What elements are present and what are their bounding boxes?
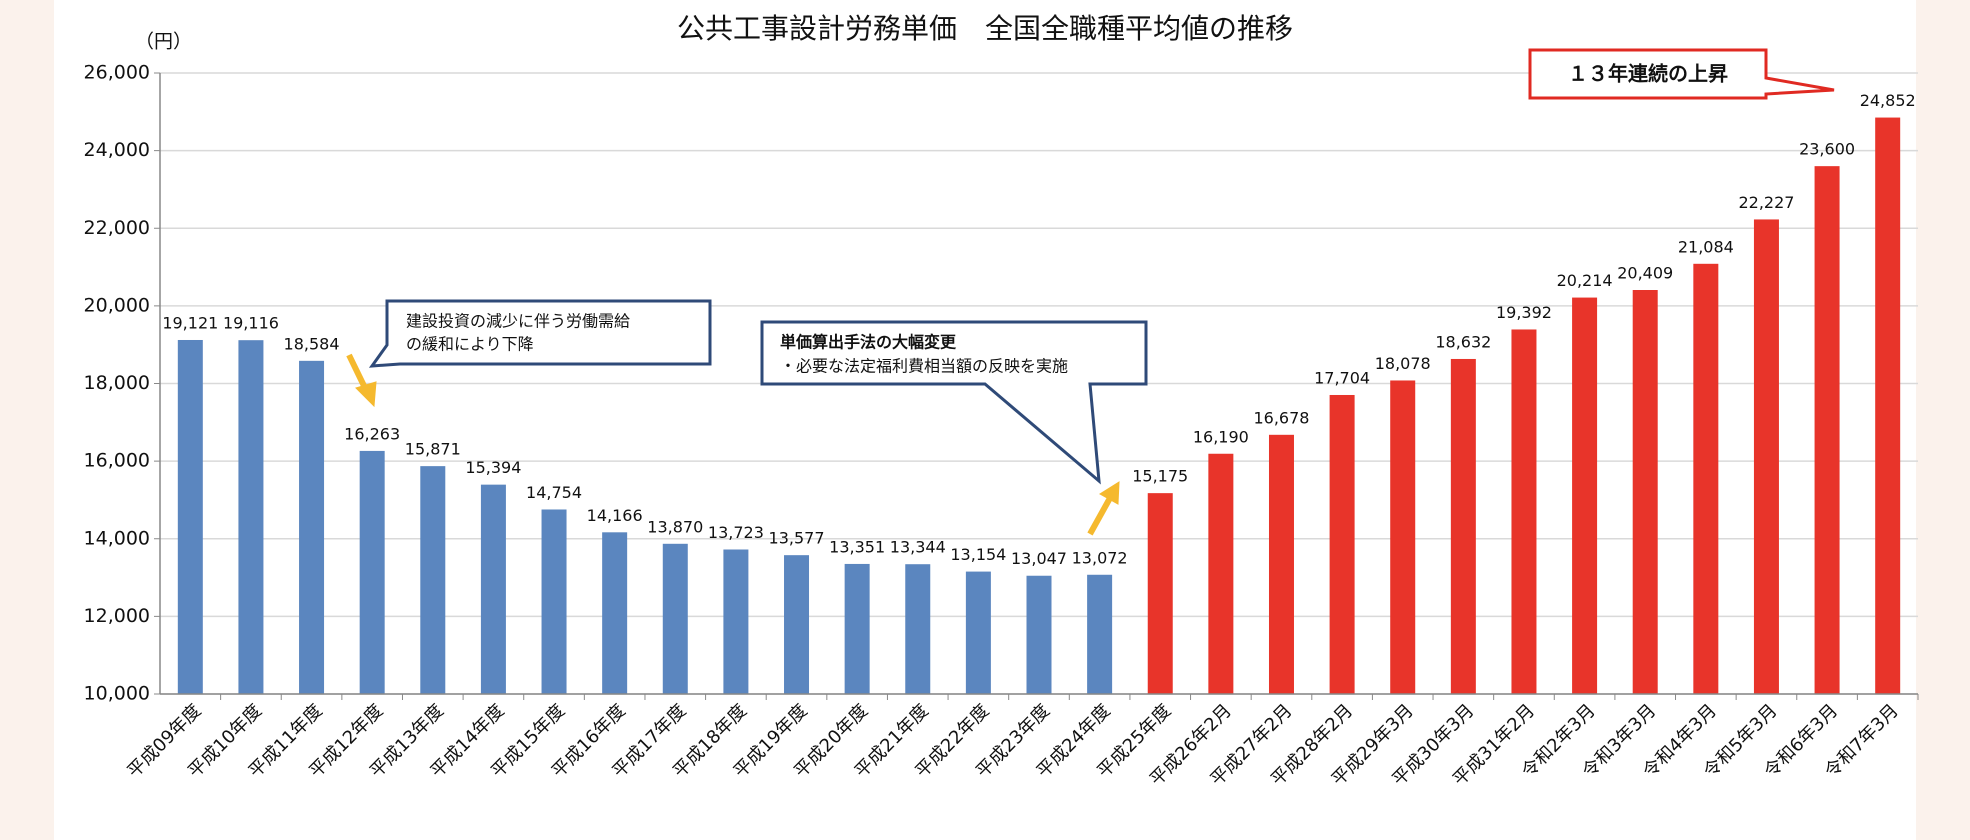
annotation-text: の緩和により下降: [406, 335, 534, 354]
arrow-head: [1099, 481, 1120, 505]
value-label: 14,166: [587, 506, 643, 525]
value-label: 18,632: [1435, 332, 1491, 351]
value-label: 18,078: [1375, 354, 1431, 373]
bar: [1450, 358, 1476, 694]
value-label: 16,190: [1193, 427, 1249, 446]
bar: [1390, 380, 1416, 694]
value-label: 13,870: [647, 517, 703, 536]
bar: [1147, 493, 1173, 694]
bar: [238, 340, 264, 694]
arrow: [346, 353, 369, 392]
value-label: 13,577: [769, 529, 825, 548]
value-label: 20,214: [1557, 271, 1613, 290]
value-label: 14,754: [526, 483, 582, 502]
value-label: 20,409: [1617, 264, 1673, 283]
y-tick-label: 18,000: [84, 372, 150, 394]
value-label: 13,047: [1011, 549, 1067, 568]
bar: [965, 571, 991, 694]
bar: [1268, 434, 1294, 694]
bar: [177, 339, 203, 694]
arrow: [1087, 496, 1113, 536]
bar: [1329, 394, 1355, 694]
callout-box: [760, 320, 1148, 485]
value-label: 17,704: [1314, 368, 1370, 387]
annotation-text: 単価算出手法の大幅変更: [780, 333, 957, 352]
y-tick-label: 26,000: [84, 62, 150, 84]
bar: [1875, 117, 1901, 694]
value-label: 21,084: [1678, 237, 1734, 256]
bar: [420, 466, 446, 694]
bar: [844, 563, 870, 694]
bar: [1753, 219, 1779, 694]
value-label: 19,116: [223, 314, 279, 333]
value-label: 13,344: [890, 538, 946, 557]
value-label: 13,351: [829, 537, 885, 556]
callout-box: [368, 299, 712, 368]
annotation-text: １３年連続の上昇: [1568, 62, 1728, 86]
value-label: 24,852: [1860, 91, 1916, 110]
value-label: 13,723: [708, 523, 764, 542]
bars: [177, 117, 1901, 694]
value-label: 18,584: [284, 334, 340, 353]
y-tick-label: 20,000: [84, 294, 150, 316]
value-label: 15,394: [465, 458, 521, 477]
arrows: [346, 353, 1120, 536]
y-tick-label: 10,000: [84, 683, 150, 705]
bar: [1208, 453, 1234, 694]
y-tick-label: 14,000: [84, 527, 150, 549]
bar: [359, 450, 385, 694]
bar: [723, 549, 749, 694]
plot-background: [54, 0, 1916, 840]
bar: [1026, 575, 1052, 694]
value-label: 19,121: [162, 313, 218, 332]
y-tick-label: 22,000: [84, 217, 150, 239]
chart-title: 公共工事設計労務単価 全国全職種平均値の推移: [677, 12, 1293, 45]
value-label: 22,227: [1738, 193, 1794, 212]
value-label: 16,678: [1253, 408, 1309, 427]
bar: [905, 564, 931, 694]
callout-box: [1528, 48, 1835, 100]
bar: [1814, 166, 1840, 694]
value-label: 13,154: [950, 545, 1006, 564]
bar: [784, 555, 810, 694]
y-tick-label: 24,000: [84, 139, 150, 161]
value-label: 19,392: [1496, 303, 1552, 322]
bar: [1632, 290, 1658, 694]
value-label: 16,263: [344, 424, 400, 443]
value-label: 13,072: [1072, 548, 1128, 567]
bar: [662, 543, 688, 694]
value-label: 15,175: [1132, 467, 1188, 486]
bar: [1087, 574, 1113, 694]
bar: [1572, 297, 1598, 694]
annotation-text: ・必要な法定福利費相当額の反映を実施: [780, 357, 1068, 376]
bar: [541, 509, 567, 694]
bar: [480, 484, 506, 694]
value-label: 23,600: [1799, 140, 1855, 159]
bar: [1693, 263, 1719, 694]
bar: [299, 360, 325, 694]
annotation-text: 建設投資の減少に伴う労働需給: [406, 312, 630, 331]
bar: [602, 532, 628, 694]
value-label: 15,871: [405, 440, 461, 459]
arrow-head: [355, 381, 377, 408]
y-tick-label: 12,000: [84, 605, 150, 627]
y-unit: （円）: [135, 31, 192, 53]
bar: [1511, 329, 1537, 694]
y-tick-label: 16,000: [84, 450, 150, 472]
